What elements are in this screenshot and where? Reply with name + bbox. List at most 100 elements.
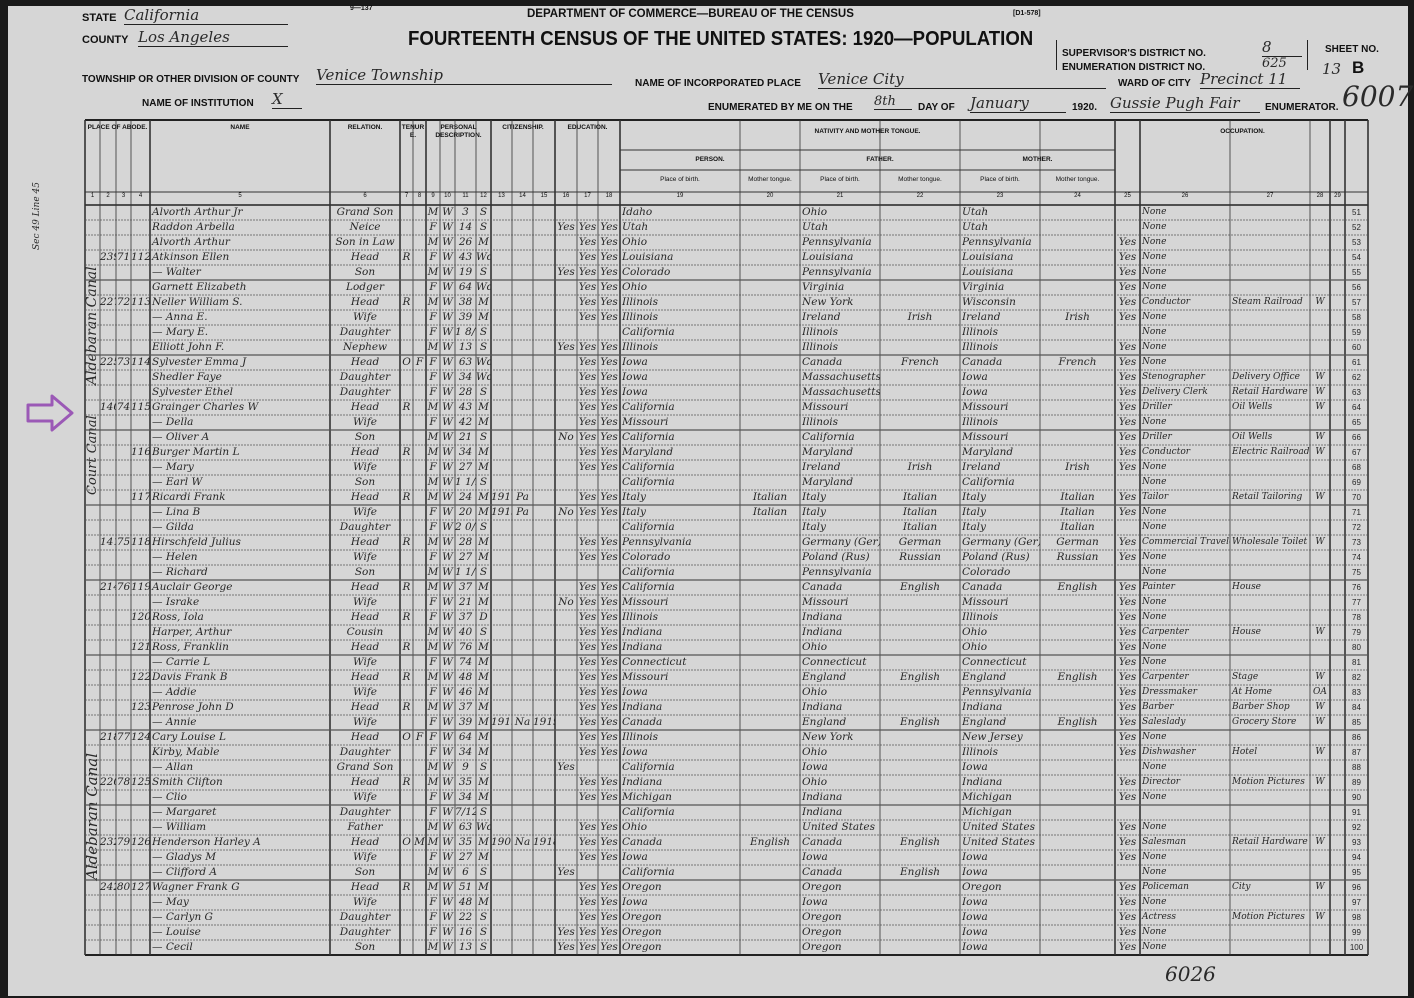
family-number-cell: 126 — [131, 836, 150, 848]
header-personal: PERSONAL DESCRIPTION. — [435, 124, 482, 139]
father-tongue-cell: English — [899, 866, 941, 878]
naturalization-status-cell — [512, 610, 533, 625]
house-number-cell — [100, 475, 116, 490]
family-number-cell — [131, 220, 150, 235]
header-education: EDUCATION. — [567, 124, 608, 131]
naturalization-year-cell — [533, 865, 555, 880]
home-owned-cell — [400, 505, 413, 520]
employment-class-cell: W — [1315, 627, 1325, 637]
industry-cell — [1230, 865, 1310, 880]
immigration-year-cell — [491, 370, 512, 385]
mother-tongue-cell — [740, 265, 800, 280]
industry-cell — [1230, 250, 1310, 265]
occupation-cell: None — [1142, 927, 1167, 937]
relation-cell: Daughter — [339, 386, 391, 398]
sex-cell: M — [427, 881, 439, 893]
immigration-year-cell — [491, 925, 512, 940]
father-tongue-cell — [880, 445, 960, 460]
relation-cell: Head — [350, 251, 380, 263]
relation-cell: Grand Son — [336, 206, 394, 218]
father-tongue-cell — [880, 295, 960, 310]
immigration-year-cell — [491, 790, 512, 805]
mother-birthplace-cell: Italy — [962, 521, 986, 533]
immigration-year-cell — [491, 775, 512, 790]
industry-cell: Wholesale Toilet Goods — [1232, 537, 1310, 547]
mortgage-cell — [413, 775, 426, 790]
dwelling-number-cell — [116, 220, 131, 235]
house-number-cell — [100, 655, 116, 670]
mother-tongue-cell: Italian — [752, 506, 788, 518]
dwelling-number-cell: 75 — [116, 536, 131, 548]
supervisor-value: 8 — [1262, 38, 1302, 57]
naturalization-year-cell — [533, 700, 555, 715]
house-number-cell — [100, 415, 116, 430]
sex-cell: M — [427, 206, 439, 218]
dwelling-number-cell — [116, 310, 131, 325]
attended-school-cell — [555, 565, 577, 580]
birthplace-cell: Illinois — [622, 341, 659, 353]
attended-school-cell — [555, 280, 577, 295]
age-cell: 1 8/12 — [455, 326, 476, 338]
employment-class-cell — [1310, 850, 1330, 865]
naturalization-status-cell — [512, 700, 533, 715]
occupation-cell: None — [1142, 522, 1167, 532]
relation-cell: Daughter — [339, 746, 391, 758]
race-cell: W — [442, 671, 453, 683]
father-tongue-cell — [880, 220, 960, 235]
family-number-cell — [131, 520, 150, 535]
age-cell: 46 — [458, 686, 473, 698]
home-owned-cell — [400, 625, 413, 640]
father-tongue-cell: Irish — [907, 311, 933, 323]
mother-mother-tongue-cell — [1040, 565, 1115, 580]
occupation-cell: None — [1142, 282, 1167, 292]
employment-class-cell: OA — [1313, 687, 1327, 697]
occupation-cell: Carpenter — [1142, 627, 1189, 637]
line-number: 51 — [1352, 208, 1361, 217]
house-number-cell — [100, 505, 116, 520]
column-number: 27 — [1266, 193, 1274, 199]
house-number-cell — [100, 670, 116, 685]
mother-tongue-cell — [740, 730, 800, 745]
father-birthplace-cell: Massachusetts — [802, 386, 880, 398]
family-number-cell: 122 — [131, 671, 150, 683]
father-birthplace-cell: Germany (Ger) — [802, 536, 880, 548]
sex-cell: F — [429, 551, 437, 563]
father-tongue-cell — [880, 250, 960, 265]
immigration-year-cell — [491, 700, 512, 715]
can-read-cell: Yes — [578, 716, 597, 728]
can-read-cell: Yes — [578, 341, 597, 353]
mother-birthplace-cell: Illinois — [962, 746, 999, 758]
birthplace-cell: Canada — [622, 716, 663, 728]
marital-status-cell: M — [478, 491, 489, 503]
family-number-cell: 112 — [131, 251, 150, 263]
father-tongue-cell — [880, 625, 960, 640]
attended-school-cell — [555, 445, 577, 460]
age-cell: 35 — [458, 836, 473, 848]
mother-birthplace-cell: Ohio — [962, 626, 988, 638]
column-number: 15 — [540, 193, 548, 199]
father-tongue-cell — [880, 775, 960, 790]
relation-cell: Nephew — [342, 341, 388, 353]
mortgage-cell — [413, 445, 426, 460]
occupation-cell: Saleslady — [1142, 717, 1186, 727]
naturalization-year-cell — [533, 355, 555, 370]
birthplace-cell: Missouri — [622, 416, 669, 428]
naturalization-status-cell — [512, 265, 533, 280]
naturalization-year-cell — [533, 430, 555, 445]
can-write-cell: Yes — [600, 626, 618, 638]
speaks-english-cell: Yes — [1118, 461, 1137, 473]
relation-cell: Grand Son — [336, 761, 394, 773]
line-number: 77 — [1352, 598, 1361, 607]
name-cell: — Clio — [152, 791, 187, 803]
form-number: 9—137 — [350, 5, 373, 12]
race-cell: W — [442, 641, 453, 653]
column-number: 18 — [605, 193, 613, 199]
mother-birthplace-cell: Ohio — [962, 641, 988, 653]
house-number-cell — [100, 595, 116, 610]
mortgage-cell — [413, 370, 426, 385]
column-number: 10 — [444, 193, 451, 199]
line-number: 79 — [1352, 628, 1361, 637]
birthplace-cell: Ohio — [622, 281, 648, 293]
father-birthplace-cell: Missouri — [802, 596, 849, 608]
father-birthplace-cell: Ohio — [802, 641, 828, 653]
